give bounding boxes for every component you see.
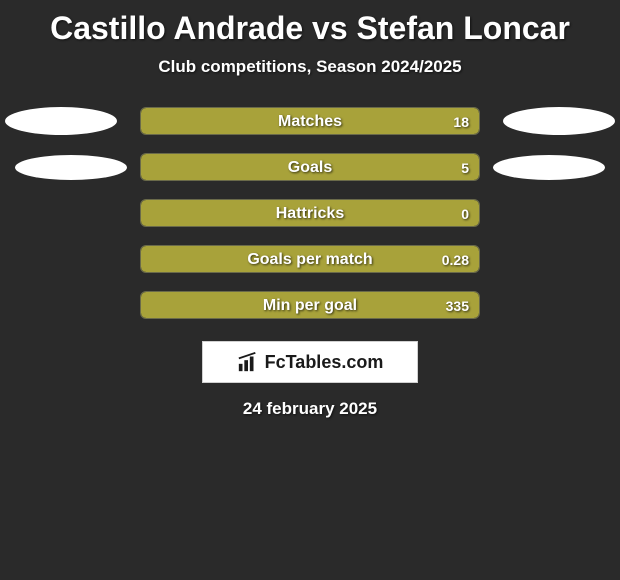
stat-bar-left (141, 108, 293, 134)
brand-text: FcTables.com (265, 352, 384, 373)
stat-bar-right (293, 108, 479, 134)
stat-row: Hattricks 0 (0, 199, 620, 227)
stat-bar-right (293, 154, 479, 180)
player-left-ellipse-icon (5, 107, 117, 135)
brand-logo[interactable]: FcTables.com (202, 341, 418, 383)
stat-bar-track: Matches 18 (140, 107, 480, 135)
stat-bar-right (310, 200, 479, 226)
player-right-ellipse-icon (493, 155, 605, 180)
stat-bar-left (141, 292, 310, 318)
stat-row: Goals 5 (0, 153, 620, 181)
bar-chart-icon (237, 351, 259, 373)
stat-row: Goals per match 0.28 (0, 245, 620, 273)
stat-bar-right (310, 246, 479, 272)
page-subtitle: Club competitions, Season 2024/2025 (0, 57, 620, 77)
stat-bar-track: Goals per match 0.28 (140, 245, 480, 273)
stat-bar-left (141, 200, 310, 226)
stat-bar-track: Hattricks 0 (140, 199, 480, 227)
stat-bar-track: Goals 5 (140, 153, 480, 181)
stat-row: Min per goal 335 (0, 291, 620, 319)
page-title: Castillo Andrade vs Stefan Loncar (0, 0, 620, 47)
stat-rows: Matches 18 Goals 5 Hattricks 0 Goals per… (0, 107, 620, 319)
stat-bar-left (141, 246, 310, 272)
stat-row: Matches 18 (0, 107, 620, 135)
stat-bar-right (310, 292, 479, 318)
player-left-ellipse-icon (15, 155, 127, 180)
player-right-ellipse-icon (503, 107, 615, 135)
stat-bar-track: Min per goal 335 (140, 291, 480, 319)
footer-date: 24 february 2025 (0, 399, 620, 419)
stat-bar-left (141, 154, 293, 180)
